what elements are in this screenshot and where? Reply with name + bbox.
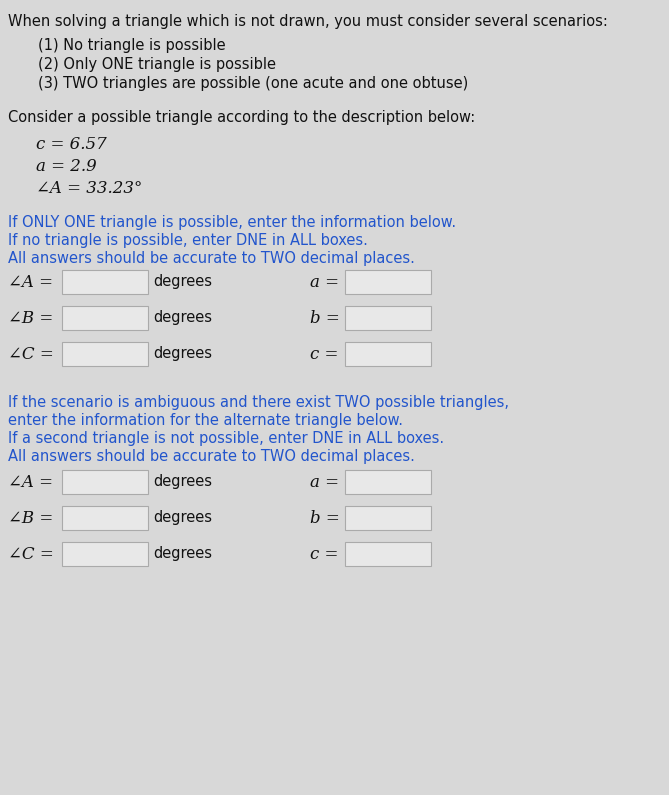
Text: If the scenario is ambiguous and there exist TWO possible triangles,: If the scenario is ambiguous and there e… (8, 395, 509, 410)
FancyBboxPatch shape (62, 506, 148, 530)
FancyBboxPatch shape (62, 542, 148, 566)
Text: ∠A =: ∠A = (8, 274, 53, 291)
FancyBboxPatch shape (62, 270, 148, 294)
Text: ∠A = 33.23°: ∠A = 33.23° (36, 180, 142, 197)
Text: If ONLY ONE triangle is possible, enter the information below.: If ONLY ONE triangle is possible, enter … (8, 215, 456, 230)
Text: When solving a triangle which is not drawn, you must consider several scenarios:: When solving a triangle which is not dra… (8, 14, 608, 29)
Text: a = 2.9: a = 2.9 (36, 158, 97, 175)
Text: (1) No triangle is possible: (1) No triangle is possible (38, 38, 225, 53)
Text: All answers should be accurate to TWO decimal places.: All answers should be accurate to TWO de… (8, 251, 415, 266)
Text: degrees: degrees (153, 546, 212, 561)
Text: degrees: degrees (153, 510, 212, 525)
FancyBboxPatch shape (62, 342, 148, 366)
FancyBboxPatch shape (345, 270, 431, 294)
Text: enter the information for the alternate triangle below.: enter the information for the alternate … (8, 413, 403, 428)
FancyBboxPatch shape (345, 342, 431, 366)
Text: ∠A =: ∠A = (8, 474, 53, 491)
FancyBboxPatch shape (62, 470, 148, 494)
FancyBboxPatch shape (345, 470, 431, 494)
Text: a =: a = (310, 274, 339, 291)
Text: b =: b = (310, 510, 340, 527)
Text: degrees: degrees (153, 310, 212, 325)
Text: If a second triangle is not possible, enter DNE in ALL boxes.: If a second triangle is not possible, en… (8, 431, 444, 446)
Text: (3) TWO triangles are possible (one acute and one obtuse): (3) TWO triangles are possible (one acut… (38, 76, 468, 91)
Text: ∠C =: ∠C = (8, 546, 54, 563)
Text: Consider a possible triangle according to the description below:: Consider a possible triangle according t… (8, 110, 475, 125)
Text: If no triangle is possible, enter DNE in ALL boxes.: If no triangle is possible, enter DNE in… (8, 233, 368, 248)
Text: degrees: degrees (153, 474, 212, 489)
Text: ∠C =: ∠C = (8, 346, 54, 363)
Text: ∠B =: ∠B = (8, 510, 54, 527)
Text: All answers should be accurate to TWO decimal places.: All answers should be accurate to TWO de… (8, 449, 415, 464)
Text: (2) Only ONE triangle is possible: (2) Only ONE triangle is possible (38, 57, 276, 72)
Text: c =: c = (310, 346, 339, 363)
Text: a =: a = (310, 474, 339, 491)
Text: degrees: degrees (153, 346, 212, 361)
FancyBboxPatch shape (62, 306, 148, 330)
Text: ∠B =: ∠B = (8, 310, 54, 327)
Text: degrees: degrees (153, 274, 212, 289)
FancyBboxPatch shape (345, 306, 431, 330)
Text: c = 6.57: c = 6.57 (36, 136, 107, 153)
FancyBboxPatch shape (345, 542, 431, 566)
Text: b =: b = (310, 310, 340, 327)
Text: c =: c = (310, 546, 339, 563)
FancyBboxPatch shape (345, 506, 431, 530)
